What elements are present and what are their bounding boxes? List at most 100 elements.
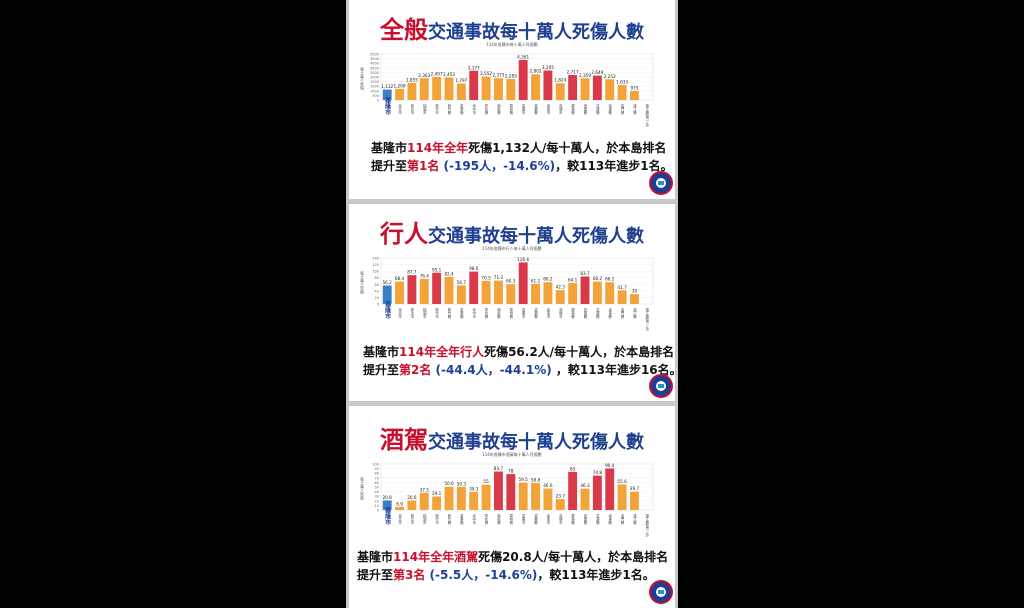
data-label: 55.6 xyxy=(617,479,627,484)
x-tick-label: 臺中市 xyxy=(471,307,475,319)
y-tick-label: 80 xyxy=(375,472,379,476)
bar xyxy=(407,82,417,100)
data-label: 29.1 xyxy=(432,491,442,496)
title-text: 交通事故每十萬人死傷人數 xyxy=(428,432,644,453)
bar xyxy=(605,79,615,100)
panel-pedestrian: 行人交通事故每十萬人死傷人數 114年各縣市行人每十萬人死傷數 140 120 10… xyxy=(349,204,675,401)
bar xyxy=(432,272,442,304)
data-label: 2,283 xyxy=(505,73,517,78)
data-label: 82.4 xyxy=(444,271,454,276)
y-tick-label: 60 xyxy=(375,283,379,287)
x-tick-label: 臺北市 xyxy=(397,307,401,319)
y-tick-label: 0 xyxy=(377,303,379,307)
bar xyxy=(568,471,578,510)
x-tick-label: 屏東縣 xyxy=(570,514,574,525)
y-tick-label: 90 xyxy=(375,467,379,471)
caption-line-2: 提升至第1名 (-195人，-14.6%)，較113年進步1名。 xyxy=(371,159,673,173)
x-tick-label: 連江縣 xyxy=(632,513,636,525)
panel-title: 行人交通事故每十萬人死傷人數 xyxy=(349,214,675,249)
x-tick-label: 連江縣 xyxy=(632,307,636,319)
x-tick-label: 雲林縣 xyxy=(509,513,513,525)
data-label: 126.6 xyxy=(517,257,529,262)
x-tick-label: 雲林縣 xyxy=(509,307,513,319)
bar xyxy=(605,282,615,304)
data-label: 2,359 xyxy=(579,73,591,78)
y-tick-label: 120 xyxy=(372,263,379,267)
data-label: 1,209 xyxy=(394,83,406,88)
data-label: 23.7 xyxy=(556,494,566,499)
x-tick-label: 苗栗縣 xyxy=(459,104,463,115)
x-tick-label: 高雄市 xyxy=(558,103,562,115)
x-tick-label: 苗栗縣 xyxy=(459,308,463,319)
title-highlight: 全般 xyxy=(380,16,428,44)
x-tick-label: 花蓮縣 xyxy=(595,103,599,115)
bar xyxy=(382,89,392,100)
data-label: 2,373 xyxy=(492,73,504,78)
data-label: 2,649 xyxy=(591,70,603,75)
bar xyxy=(630,491,639,510)
y-tick-label: 3000 xyxy=(370,71,379,75)
x-tick-label: 臺南市 xyxy=(546,103,550,115)
x-tick-label: 宜蘭縣 xyxy=(583,513,587,525)
data-label: 2,363 xyxy=(418,73,430,78)
bar xyxy=(568,75,578,100)
x-tick-label-extra: 連江縣(第一名) xyxy=(645,103,649,128)
data-label: 20.6 xyxy=(407,495,417,500)
y-tick-label: 30 xyxy=(375,495,379,499)
caption-line-2: 提升至第3名 (-5.5人，-14.6%)，較113年進步1名。 xyxy=(357,568,655,582)
data-label: 66.2 xyxy=(605,277,615,282)
y-tick-label: 80 xyxy=(375,276,379,280)
x-tick-label-extra: 連江縣(第一名) xyxy=(645,513,649,538)
chart-subtitle: 114年各縣市行人每十萬人死傷數 xyxy=(482,246,542,251)
bar xyxy=(543,488,553,510)
bar xyxy=(395,506,404,510)
data-label: 68.2 xyxy=(593,276,603,281)
title-highlight: 行人 xyxy=(380,220,428,248)
data-label: 59.5 xyxy=(519,477,529,482)
data-label: 50.3 xyxy=(457,481,467,486)
y-tick-label: 1000 xyxy=(370,89,379,93)
data-label: 55 xyxy=(483,479,489,484)
data-label: 39.7 xyxy=(630,486,640,491)
y-tick-label: 10 xyxy=(375,504,379,508)
police-logo-icon xyxy=(649,171,673,195)
bar xyxy=(382,500,392,510)
panel-drunk-driving: 酒駕交通事故每十萬人死傷人數 114年各縣市酒駕每十萬人死傷數 100 90 80 7… xyxy=(349,406,675,608)
x-tick-label: 彰化縣 xyxy=(484,513,488,525)
data-label: 87.7 xyxy=(407,270,417,275)
data-label: 4,361 xyxy=(517,54,529,59)
data-label: 20.8 xyxy=(383,495,393,500)
x-tick-label: 臺中市 xyxy=(471,513,475,525)
y-tick-label: 3500 xyxy=(370,66,379,70)
caption-line-1: 基隆市114年全年死傷1,132人/每十萬人，於本島排名 xyxy=(371,141,667,155)
panel-general: 全般交通事故每十萬人死傷人數 114年各縣市每十萬人死傷數 5000 4500 40… xyxy=(349,0,675,199)
x-tick-label: 新北市 xyxy=(410,307,414,319)
y-tick-label: 70 xyxy=(375,476,379,480)
data-label: 74.8 xyxy=(593,470,603,475)
bar xyxy=(469,491,479,510)
data-label: 1,797 xyxy=(455,78,467,83)
bar xyxy=(469,271,479,304)
bar xyxy=(432,77,442,100)
caption-line-1: 基隆市114年全年酒駕死傷20.8人/每十萬人，於本島排名 xyxy=(357,550,669,564)
bar xyxy=(419,78,429,100)
x-tick-label: 臺東縣 xyxy=(607,103,611,115)
x-tick-label: 新竹市 xyxy=(434,513,438,525)
data-label: 2,253 xyxy=(604,74,616,79)
title-text: 交通事故每十萬人死傷人數 xyxy=(428,226,644,247)
bar xyxy=(444,77,454,100)
bar xyxy=(531,283,540,304)
data-label: 66.2 xyxy=(543,277,553,282)
bar xyxy=(543,282,553,304)
bar xyxy=(456,285,466,304)
y-axis-label: 每十萬人死傷 xyxy=(359,476,365,500)
bar xyxy=(395,88,404,100)
bar xyxy=(481,484,491,510)
x-tick-label: 臺東縣 xyxy=(607,307,611,319)
bar xyxy=(617,84,627,100)
bar xyxy=(518,59,528,100)
x-tick-label: 臺東縣 xyxy=(607,513,611,525)
data-label: 3,177 xyxy=(468,65,480,70)
data-label: 3,205 xyxy=(542,65,554,70)
data-label: 58.8 xyxy=(531,477,541,482)
